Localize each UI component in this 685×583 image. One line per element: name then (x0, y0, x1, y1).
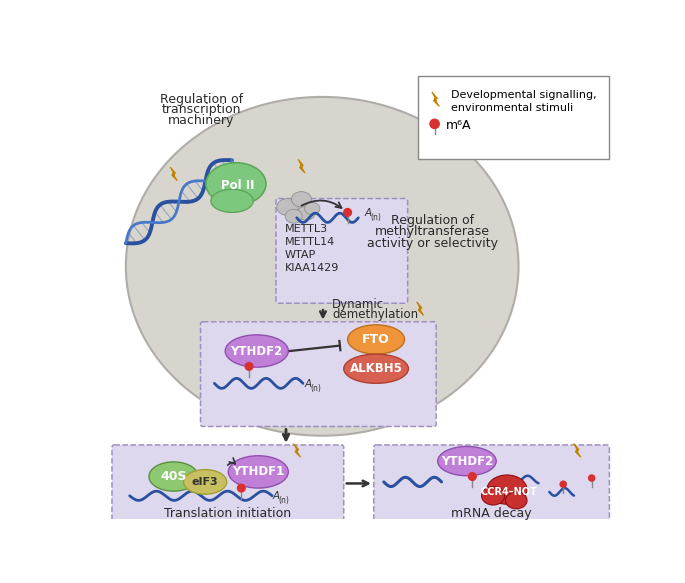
Text: (n): (n) (278, 496, 289, 505)
Circle shape (469, 473, 476, 480)
Text: METTL3: METTL3 (284, 224, 327, 234)
Ellipse shape (487, 475, 527, 504)
Text: m⁶A: m⁶A (445, 119, 471, 132)
Ellipse shape (291, 192, 312, 207)
Ellipse shape (482, 487, 505, 505)
Ellipse shape (506, 492, 527, 509)
Circle shape (344, 209, 351, 216)
Text: (n): (n) (371, 213, 382, 222)
Ellipse shape (344, 354, 408, 384)
Text: machinery: machinery (168, 114, 234, 127)
Text: environmental stimuli: environmental stimuli (451, 103, 573, 113)
Circle shape (238, 484, 245, 492)
Polygon shape (574, 444, 581, 457)
Text: FTO: FTO (362, 333, 390, 346)
Ellipse shape (228, 456, 288, 488)
Ellipse shape (277, 199, 298, 216)
Text: eIF3: eIF3 (192, 477, 219, 487)
Text: A: A (364, 208, 372, 218)
Polygon shape (432, 92, 439, 107)
Text: Regulation of: Regulation of (390, 213, 474, 227)
Text: METTL14: METTL14 (284, 237, 335, 247)
Ellipse shape (211, 189, 253, 212)
Circle shape (245, 363, 253, 370)
Text: YTHDF2: YTHDF2 (441, 455, 493, 468)
Text: CCR4–NOT: CCR4–NOT (481, 487, 538, 497)
Text: A: A (272, 491, 279, 501)
Ellipse shape (297, 206, 315, 220)
Ellipse shape (438, 447, 496, 476)
Ellipse shape (184, 469, 227, 494)
Ellipse shape (285, 209, 302, 223)
Text: Dynamic: Dynamic (332, 297, 384, 311)
Polygon shape (416, 302, 423, 315)
Text: 40S: 40S (160, 470, 187, 483)
Ellipse shape (126, 97, 519, 436)
Text: KIAA1429: KIAA1429 (284, 263, 339, 273)
Text: Regulation of: Regulation of (160, 93, 243, 106)
FancyBboxPatch shape (201, 322, 436, 427)
Text: YTHDF2: YTHDF2 (231, 345, 283, 357)
Text: (n): (n) (310, 384, 321, 393)
Polygon shape (298, 159, 305, 173)
FancyBboxPatch shape (419, 76, 610, 159)
Text: WTAP: WTAP (284, 250, 316, 260)
Circle shape (430, 120, 439, 128)
Text: transcription: transcription (162, 104, 241, 117)
FancyBboxPatch shape (112, 445, 344, 533)
Ellipse shape (304, 202, 320, 215)
Text: Pol II: Pol II (221, 179, 254, 192)
Ellipse shape (206, 163, 266, 205)
Polygon shape (171, 167, 177, 181)
Text: Developmental signalling,: Developmental signalling, (451, 90, 597, 100)
FancyBboxPatch shape (374, 445, 610, 533)
Text: Translation initiation: Translation initiation (164, 507, 291, 520)
Text: mRNA decay: mRNA decay (451, 507, 532, 520)
Ellipse shape (149, 462, 198, 491)
Text: ALKBH5: ALKBH5 (349, 362, 403, 375)
Circle shape (588, 475, 595, 481)
FancyBboxPatch shape (276, 199, 408, 303)
Text: YTHDF1: YTHDF1 (232, 465, 284, 479)
Text: activity or selectivity: activity or selectivity (366, 237, 498, 250)
Text: A: A (304, 379, 312, 389)
Polygon shape (293, 444, 301, 457)
Text: demethylation: demethylation (332, 308, 419, 321)
Ellipse shape (347, 325, 405, 354)
Ellipse shape (225, 335, 288, 367)
Circle shape (560, 481, 566, 487)
Text: methyltransferase: methyltransferase (375, 225, 490, 238)
